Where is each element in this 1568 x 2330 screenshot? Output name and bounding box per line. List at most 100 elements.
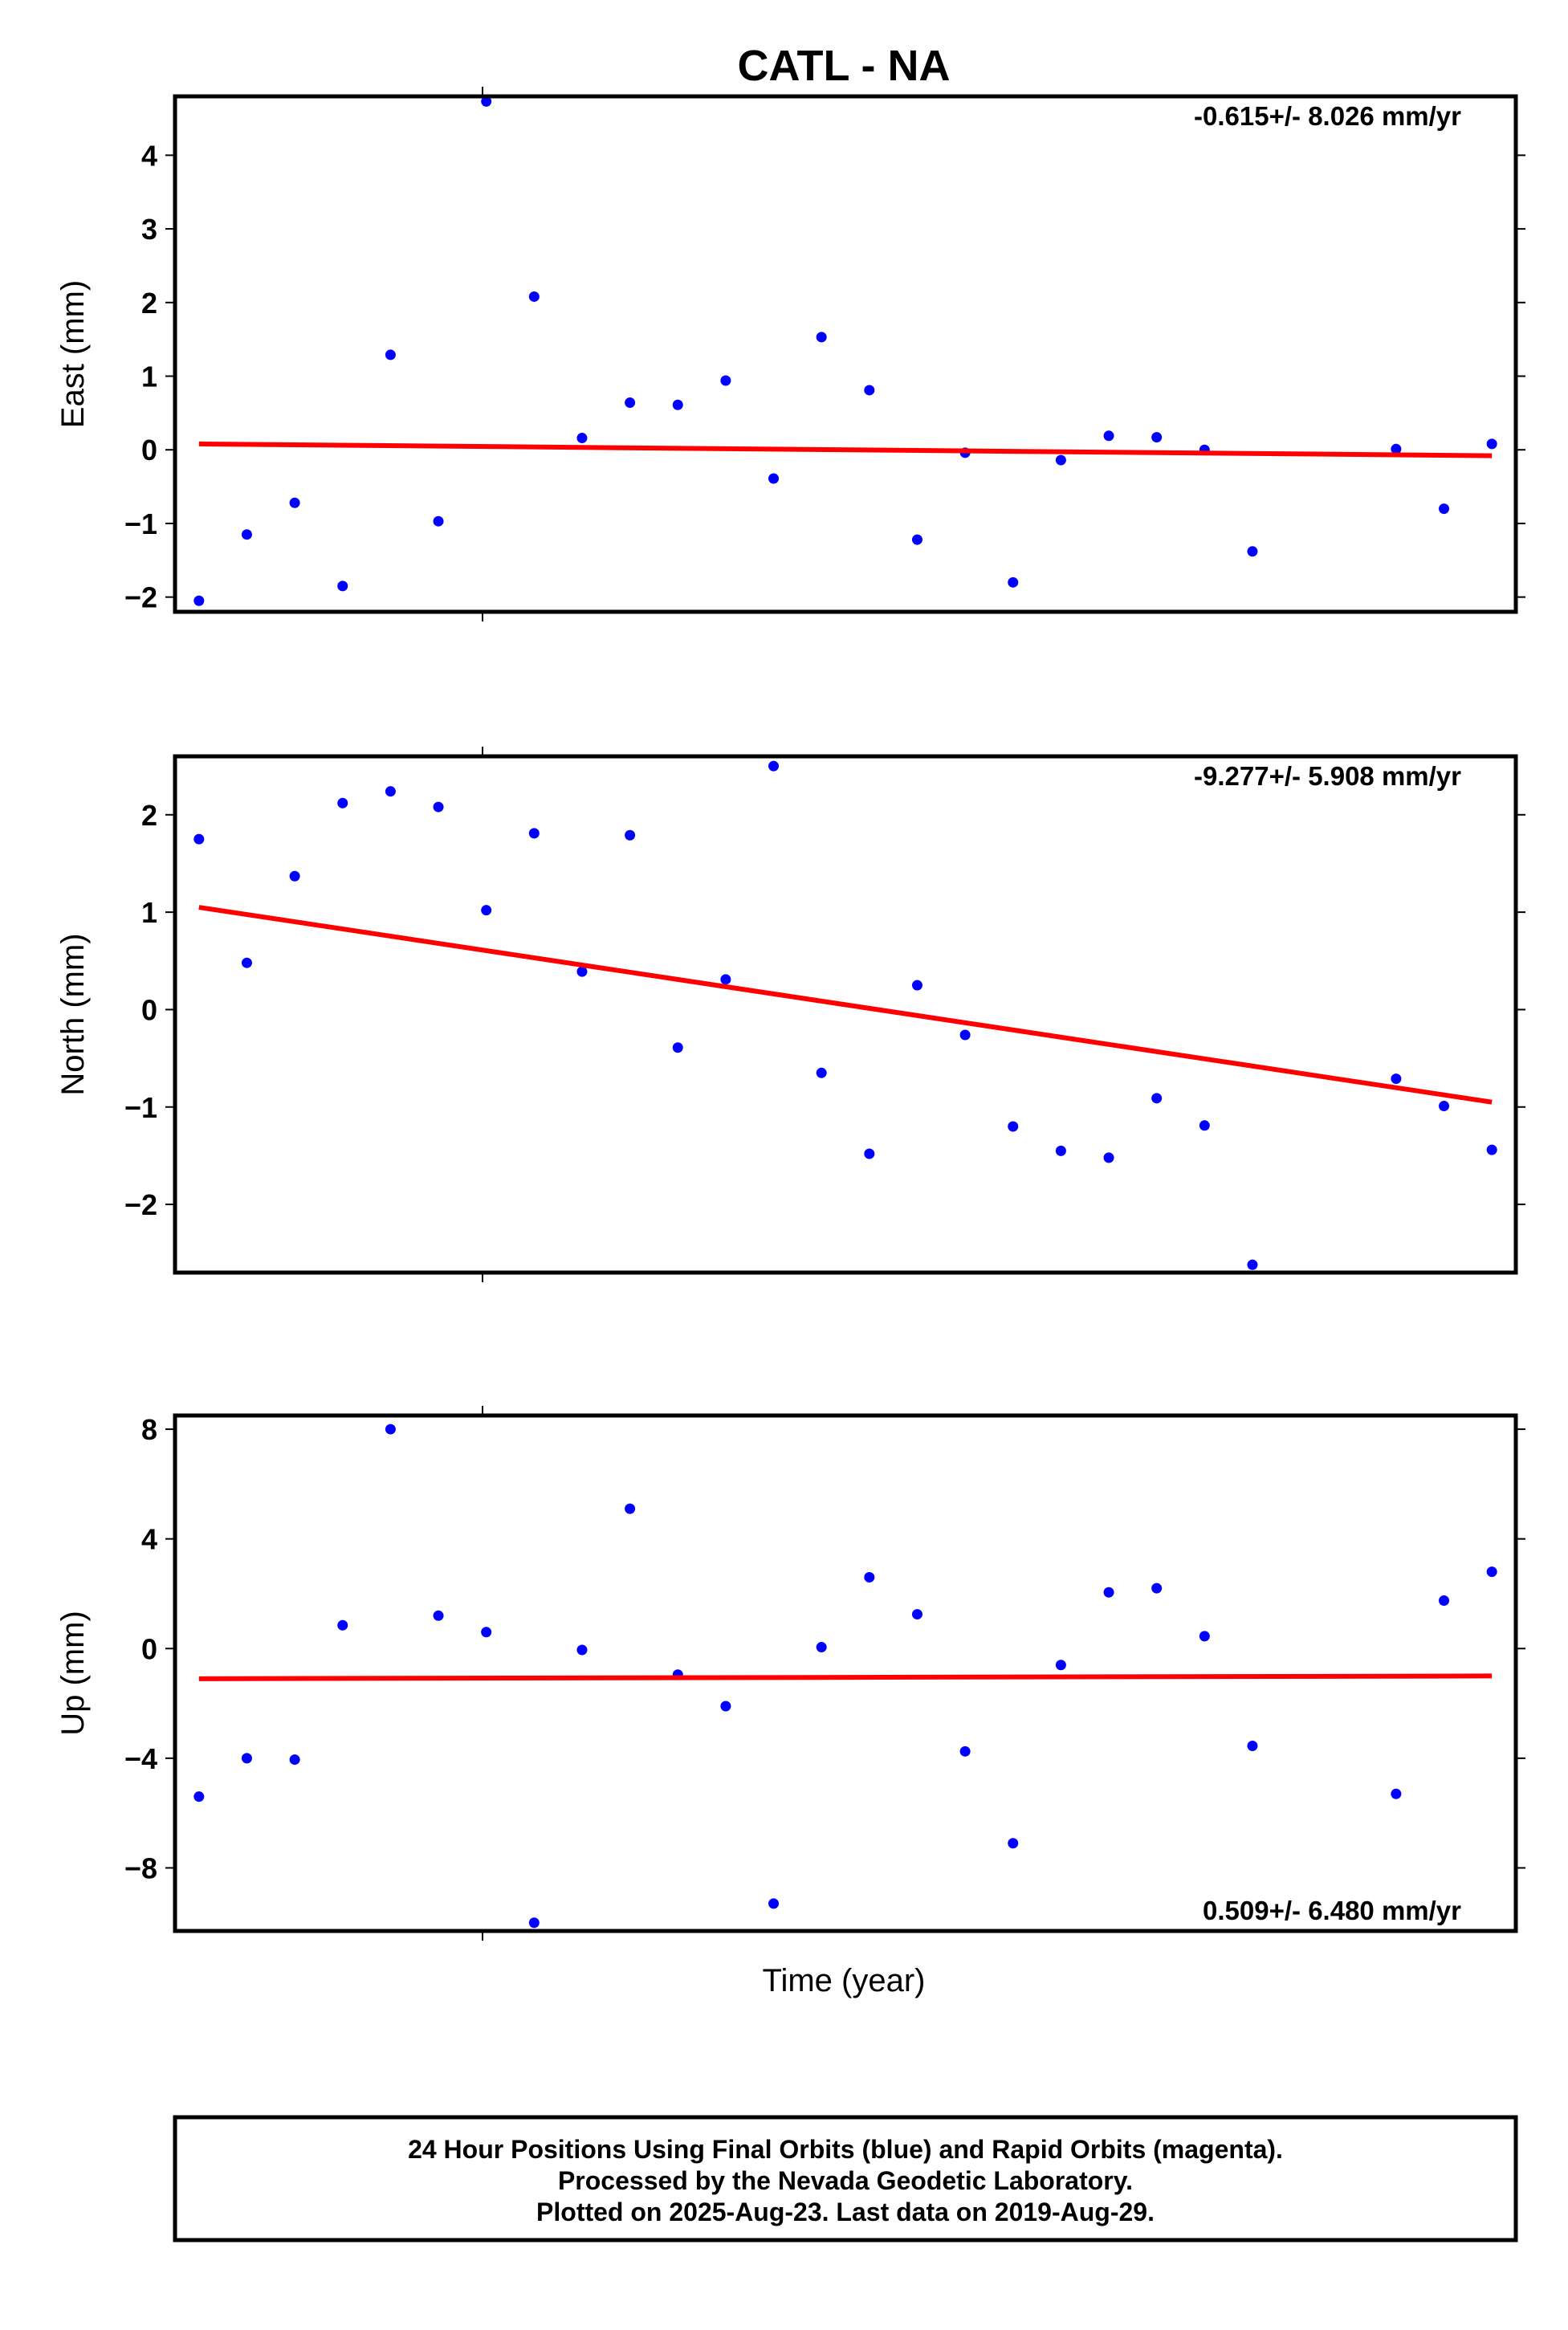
east-ytick-label: 0 [141, 434, 157, 466]
north-plot-frame [173, 754, 1518, 1275]
up-data-point [1151, 1583, 1163, 1594]
north-data-point [959, 1029, 971, 1041]
east-ytick-label: −1 [124, 507, 157, 540]
east-rate-label: -0.615+/- 8.026 mm/yr [1194, 101, 1461, 131]
east-data-point [1247, 546, 1258, 557]
east-data-point [241, 529, 252, 540]
up-data-point [1055, 1660, 1066, 1671]
north-data-point [720, 974, 731, 985]
north-data-point [625, 829, 636, 841]
north-data-point [1008, 1121, 1019, 1132]
north-ytick-label: −1 [124, 1091, 157, 1124]
north-data-point [1247, 1259, 1258, 1270]
footer-box [173, 2115, 1518, 2242]
north-data-point [576, 966, 588, 977]
chart-title: CATL - NA [738, 42, 951, 90]
east-data-point [433, 515, 444, 527]
east-data-point [289, 497, 300, 508]
north-data-point [241, 957, 252, 968]
east-data-point [1008, 576, 1019, 588]
up-ytick-label: 0 [141, 1632, 157, 1665]
up-ytick-label: 4 [141, 1523, 157, 1556]
x-axis-label: Time (year) [763, 1963, 926, 1998]
up-data-point [433, 1610, 444, 1621]
east-data-point [672, 399, 683, 410]
up-data-point [1199, 1631, 1210, 1642]
north-ytick-label: 1 [141, 896, 157, 929]
up-data-point [1391, 1788, 1402, 1799]
east-data-point [481, 96, 492, 107]
east-data-point [193, 595, 205, 606]
east-data-point [385, 349, 396, 360]
up-ytick-label: −4 [124, 1742, 157, 1775]
north-data-point [337, 797, 348, 809]
up-data-point [1486, 1566, 1497, 1578]
north-ytick-label: 2 [141, 799, 157, 832]
up-axis-label: Up (mm) [55, 1611, 91, 1736]
up-data-point [193, 1791, 205, 1802]
east-ytick-label: 1 [141, 360, 157, 393]
up-plot-frame [173, 1413, 1518, 1933]
east-data-point [576, 433, 588, 444]
footer-line-3: Plotted on 2025-Aug-23. Last data on 201… [536, 2198, 1155, 2226]
east-ytick-label: 2 [141, 287, 157, 320]
up-data-point [768, 1898, 780, 1909]
up-ytick-label: −8 [124, 1851, 157, 1884]
north-trend-line [198, 905, 1493, 1105]
east-data-point [1486, 438, 1497, 450]
footer-line-2: Processed by the Nevada Geodetic Laborat… [558, 2166, 1133, 2195]
east-ytick-label: 3 [141, 213, 157, 246]
east-data-point [1103, 430, 1114, 442]
up-data-point [1103, 1587, 1114, 1598]
north-data-point [385, 786, 396, 797]
up-data-point [864, 1571, 875, 1583]
up-data-point [289, 1754, 300, 1766]
north-data-point [1151, 1093, 1163, 1104]
north-data-point [816, 1067, 827, 1078]
up-data-point [959, 1745, 971, 1757]
up-ytick-label: 8 [141, 1413, 157, 1446]
up-data-point [911, 1609, 922, 1620]
east-trend-line [198, 441, 1493, 458]
north-data-point [528, 828, 540, 839]
up-data-point [816, 1642, 827, 1653]
up-data-point [1439, 1595, 1450, 1607]
north-data-point [1486, 1144, 1497, 1155]
up-data-point [337, 1619, 348, 1631]
east-axis-label: East (mm) [55, 280, 91, 428]
north-data-point [1439, 1101, 1450, 1112]
east-data-point [768, 473, 780, 484]
north-ytick-label: 0 [141, 993, 157, 1026]
east-data-point [528, 291, 540, 302]
east-data-point [625, 397, 636, 409]
north-data-point [289, 870, 300, 882]
east-ytick-label: 4 [141, 139, 157, 172]
north-rate-label: -9.277+/- 5.908 mm/yr [1194, 761, 1461, 791]
north-ytick-label: −2 [124, 1188, 157, 1221]
north-axis-label: North (mm) [55, 933, 91, 1095]
up-data-point [385, 1424, 396, 1435]
up-data-point [481, 1627, 492, 1638]
footer-line-1: 24 Hour Positions Using Final Orbits (bl… [408, 2135, 1283, 2164]
east-data-point [864, 385, 875, 396]
up-panel: 8 4 0 −4 −8 Up (mm) 0.509+/- 6.480 mm/yr [55, 1406, 1525, 1941]
north-data-point [433, 801, 444, 813]
north-data-point [672, 1042, 683, 1053]
up-trend-line [198, 1673, 1493, 1681]
east-data-point [911, 534, 922, 545]
east-panel: 4 3 2 1 0 −1 −2 East (mm) -0.615+/- 8.026 mm/yr [55, 87, 1525, 621]
north-data-point [1103, 1152, 1114, 1163]
east-data-point [1055, 454, 1066, 466]
up-data-point [720, 1701, 731, 1712]
north-data-point [864, 1148, 875, 1159]
up-data-point [1008, 1838, 1019, 1849]
east-data-point [1151, 432, 1163, 443]
up-data-point [241, 1753, 252, 1764]
up-data-point [576, 1644, 588, 1656]
east-data-point [720, 375, 731, 386]
east-ytick-label: −2 [124, 581, 157, 614]
north-data-point [1055, 1145, 1066, 1156]
north-data-point [193, 833, 205, 845]
up-data-point [528, 1917, 540, 1929]
